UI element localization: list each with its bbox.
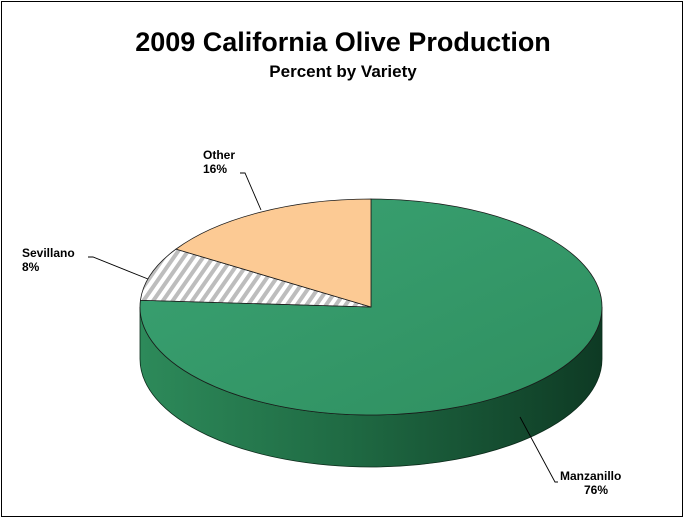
slice-sevillano: [140, 248, 372, 308]
slice-label-manzanillo: Manzanillo: [560, 469, 621, 483]
slice-value-manzanillo: 76%: [584, 483, 608, 497]
slice-value-sevillano: 8%: [22, 260, 40, 274]
slice-other: [175, 198, 372, 308]
slice-value-other: 16%: [203, 162, 227, 176]
chart-subtitle: Percent by Variety: [269, 62, 417, 81]
leader-line-other: [240, 172, 262, 211]
chart-title: 2009 California Olive Production: [135, 27, 551, 57]
slice-label-other: Other: [203, 148, 235, 162]
slice-label-sevillano: Sevillano: [22, 246, 75, 260]
leader-line-manzanillo: [519, 416, 558, 483]
leader-line-sevillano: [88, 256, 149, 280]
